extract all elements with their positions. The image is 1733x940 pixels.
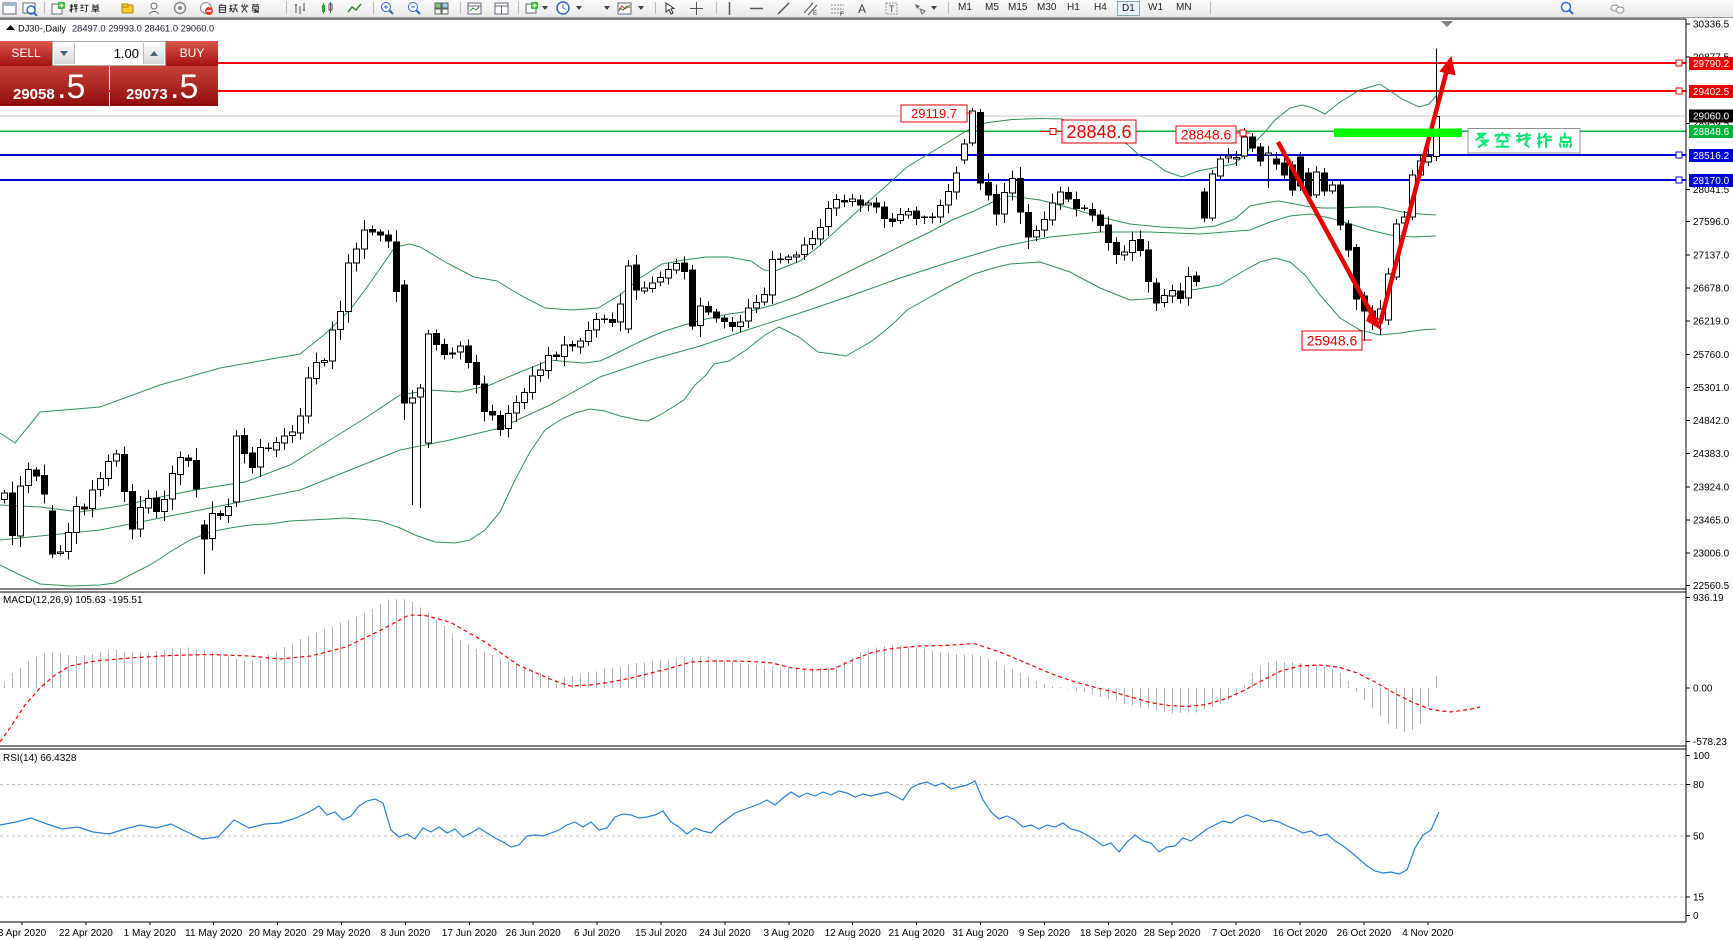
svg-text:0.00: 0.00: [1693, 684, 1713, 695]
svg-text:15 Jul 2020: 15 Jul 2020: [635, 928, 687, 939]
svg-text:28848.6: 28848.6: [1181, 127, 1232, 143]
svg-text:27137.0: 27137.0: [1693, 250, 1730, 261]
svg-text:26 Jun 2020: 26 Jun 2020: [506, 928, 561, 939]
svg-text:24 Jul 2020: 24 Jul 2020: [699, 928, 751, 939]
svg-text:21 Aug 2020: 21 Aug 2020: [889, 928, 946, 939]
svg-text:23006.0: 23006.0: [1693, 549, 1730, 560]
svg-text:29060.0: 29060.0: [1693, 112, 1730, 123]
svg-text:80: 80: [1693, 780, 1705, 791]
svg-text:28497.0 29993.0 28461.0 29060.: 28497.0 29993.0 28461.0 29060.0: [72, 24, 214, 34]
svg-text:29119.7: 29119.7: [911, 106, 957, 121]
svg-text:26219.0: 26219.0: [1693, 317, 1730, 328]
svg-text:RSI(14) 66.4328: RSI(14) 66.4328: [3, 753, 77, 764]
svg-text:23924.0: 23924.0: [1693, 482, 1730, 493]
svg-text:18 Sep 2020: 18 Sep 2020: [1080, 928, 1137, 939]
svg-text:25948.6: 25948.6: [1307, 333, 1358, 349]
svg-text:28848.6: 28848.6: [1066, 122, 1131, 142]
svg-text:F: F: [840, 12, 844, 16]
svg-text:1 May 2020: 1 May 2020: [124, 928, 177, 939]
svg-text:936.19: 936.19: [1693, 593, 1724, 604]
svg-text:6 Jul 2020: 6 Jul 2020: [574, 928, 621, 939]
svg-text:12 Aug 2020: 12 Aug 2020: [825, 928, 882, 939]
svg-text:20 May 2020: 20 May 2020: [249, 928, 307, 939]
svg-text:24842.0: 24842.0: [1693, 416, 1730, 427]
svg-text:E: E: [813, 11, 817, 16]
svg-text:DJ30-,Daily: DJ30-,Daily: [18, 24, 66, 34]
svg-text:3 Apr 2020: 3 Apr 2020: [0, 928, 47, 939]
svg-text:28 Sep 2020: 28 Sep 2020: [1144, 928, 1201, 939]
svg-text:16 Oct 2020: 16 Oct 2020: [1273, 928, 1328, 939]
svg-text:29790.2: 29790.2: [1693, 59, 1730, 70]
svg-text:4 Nov 2020: 4 Nov 2020: [1402, 928, 1454, 939]
svg-text:-578.23: -578.23: [1693, 737, 1727, 748]
svg-text:22560.5: 22560.5: [1693, 581, 1730, 592]
svg-text:28041.5: 28041.5: [1693, 185, 1730, 196]
svg-text:22 Apr 2020: 22 Apr 2020: [59, 928, 113, 939]
svg-text:17 Jun 2020: 17 Jun 2020: [442, 928, 497, 939]
svg-text:0: 0: [1693, 911, 1699, 922]
svg-text:25301.0: 25301.0: [1693, 383, 1730, 394]
svg-text:50: 50: [1693, 832, 1705, 843]
svg-text:3 Aug 2020: 3 Aug 2020: [763, 928, 814, 939]
svg-text:27596.0: 27596.0: [1693, 217, 1730, 228]
svg-text:28516.2: 28516.2: [1693, 151, 1730, 162]
svg-text:100: 100: [1693, 751, 1710, 762]
svg-text:7 Oct 2020: 7 Oct 2020: [1212, 928, 1261, 939]
svg-text:26 Oct 2020: 26 Oct 2020: [1337, 928, 1392, 939]
svg-text:29 May 2020: 29 May 2020: [313, 928, 371, 939]
svg-text:26678.0: 26678.0: [1693, 284, 1730, 295]
svg-text:9 Sep 2020: 9 Sep 2020: [1019, 928, 1071, 939]
svg-text:11 May 2020: 11 May 2020: [185, 928, 243, 939]
svg-text:28848.6: 28848.6: [1693, 127, 1730, 138]
svg-text:31 Aug 2020: 31 Aug 2020: [952, 928, 1009, 939]
svg-text:T: T: [889, 4, 895, 14]
svg-text:29402.5: 29402.5: [1693, 87, 1730, 98]
svg-text:25760.0: 25760.0: [1693, 350, 1730, 361]
svg-text:30336.5: 30336.5: [1693, 19, 1730, 30]
svg-text:8 Jun 2020: 8 Jun 2020: [381, 928, 431, 939]
svg-text:15: 15: [1693, 892, 1705, 903]
svg-text:23465.0: 23465.0: [1693, 516, 1730, 527]
svg-text:MACD(12,26,9) 105.63 -195.51: MACD(12,26,9) 105.63 -195.51: [3, 595, 143, 606]
svg-text:24383.0: 24383.0: [1693, 449, 1730, 460]
svg-text:28959.5: 28959.5: [1693, 119, 1730, 130]
svg-text:28170.0: 28170.0: [1693, 176, 1730, 187]
